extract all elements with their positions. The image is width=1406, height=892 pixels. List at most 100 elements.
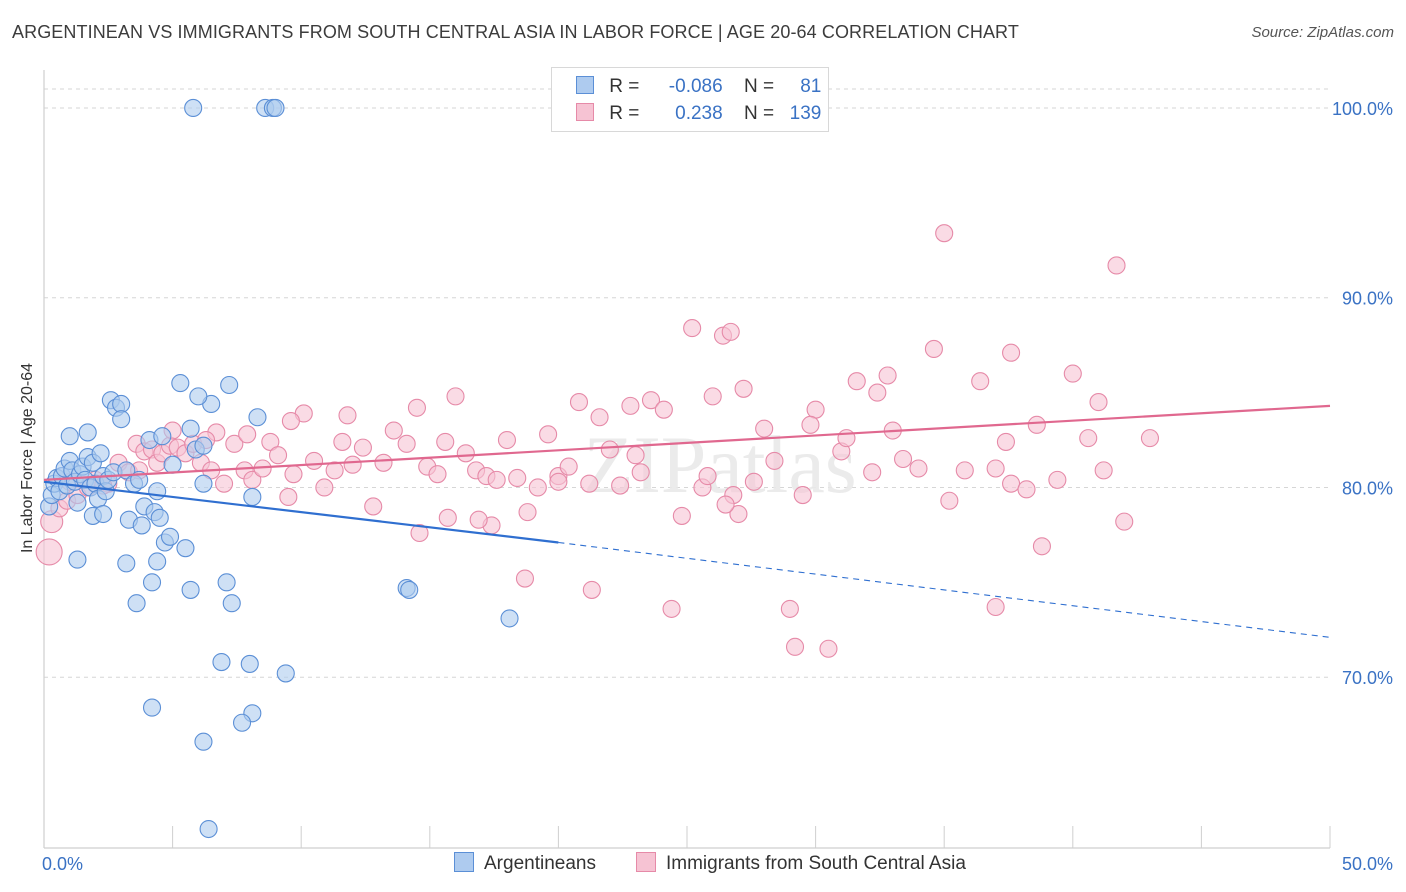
- immigrant-point: [559, 457, 578, 476]
- source-credit: Source: ZipAtlas.com: [1251, 24, 1394, 41]
- trend-line-argentineans: [43, 480, 559, 544]
- argentinean-point: [78, 423, 97, 442]
- argentinean-point: [153, 427, 172, 446]
- legend-row-argentineans: R = -0.086 N = 81: [576, 76, 821, 100]
- bottom-legend-argentineans: Argentineans: [454, 852, 596, 875]
- bottom-legend-label-pink: Immigrants from South Central Asia: [666, 853, 966, 874]
- immigrant-point: [935, 224, 954, 243]
- argentinean-point: [222, 594, 241, 613]
- immigrant-point: [343, 455, 362, 474]
- argentinean-point: [212, 652, 231, 672]
- immigrant-point: [641, 391, 661, 410]
- y-tick-label: 80.0%: [1342, 478, 1393, 498]
- argentinean-point: [112, 394, 131, 414]
- argentinean-point: [142, 698, 162, 717]
- immigrant-point: [1017, 480, 1036, 499]
- immigrant-point: [333, 432, 352, 451]
- immigrant-point: [397, 434, 416, 453]
- y-axis-label: In Labor Force | Age 20-64: [19, 362, 36, 554]
- argentinean-point: [243, 487, 262, 507]
- argentinean-point: [176, 539, 195, 558]
- immigrant-point: [611, 476, 630, 495]
- argentinean-point: [142, 573, 162, 592]
- immigrant-point: [456, 444, 475, 463]
- argentinean-point: [127, 594, 146, 613]
- argentinean-point: [240, 654, 259, 673]
- immigrant-point: [801, 415, 820, 434]
- argentinean-point: [232, 713, 252, 732]
- immigrant-point: [806, 400, 825, 419]
- immigrant-point: [528, 478, 547, 497]
- immigrant-point: [214, 474, 234, 493]
- immigrant-point: [765, 451, 784, 470]
- immigrant-point: [924, 339, 943, 358]
- immigrant-point: [955, 461, 974, 480]
- argentinean-point: [68, 550, 87, 569]
- legend-r-value: 0.238: [675, 103, 723, 124]
- immigrant-point: [305, 451, 324, 470]
- immigrant-point: [986, 459, 1005, 478]
- argentinean-point: [148, 552, 167, 571]
- immigrant-point: [878, 366, 897, 385]
- immigrant-point: [281, 411, 300, 431]
- argentinean-point: [148, 482, 167, 501]
- immigrant-point: [986, 597, 1005, 617]
- immigrant-point: [780, 599, 799, 618]
- immigrant-point: [785, 637, 805, 656]
- immigrant-point: [868, 383, 887, 402]
- x-tick-labels: 0.0% 50.0%: [42, 854, 1393, 874]
- argentinean-point: [220, 375, 239, 395]
- immigrant-point: [518, 503, 537, 522]
- immigrant-point: [279, 487, 298, 507]
- x-tick-label: 0.0%: [42, 854, 83, 874]
- argentinean-point: [163, 455, 182, 474]
- immigrant-point: [721, 322, 740, 341]
- argentinean-point: [500, 609, 519, 628]
- legend-n-label: N =: [743, 103, 775, 124]
- argentinean-point: [199, 819, 218, 839]
- bottom-legend-immigrants: Immigrants from South Central Asia: [636, 852, 966, 875]
- immigrant-point: [793, 486, 812, 505]
- argentinean-point: [276, 664, 295, 683]
- argentinean-point: [112, 410, 131, 429]
- immigrant-point: [35, 538, 63, 566]
- immigrant-point: [338, 406, 357, 425]
- stats-legend: R = -0.086 N = 81 R = 0.238 N = 139: [551, 67, 829, 132]
- immigrant-point: [407, 398, 426, 417]
- immigrant-point: [1140, 429, 1160, 448]
- immigrant-point: [446, 387, 465, 406]
- immigrant-point: [940, 491, 959, 510]
- immigrant-point: [590, 408, 609, 427]
- legend-r-label: R =: [609, 76, 640, 97]
- immigrant-point: [863, 463, 882, 482]
- bottom-legend-swatch-pink: [636, 852, 656, 872]
- immigrant-point: [539, 425, 558, 444]
- argentinean-point: [60, 427, 79, 446]
- argentinean-point: [194, 732, 213, 751]
- immigrant-point: [353, 438, 372, 457]
- series-argentineans-points: [40, 98, 519, 839]
- immigrant-point: [497, 430, 517, 450]
- immigrant-point: [734, 379, 753, 398]
- legend-swatch-blue: [576, 76, 594, 94]
- argentinean-point: [181, 419, 200, 438]
- legend-n-label: N =: [743, 76, 775, 97]
- immigrant-point: [1079, 429, 1098, 448]
- immigrant-point: [819, 639, 838, 658]
- immigrant-point: [909, 459, 928, 478]
- immigrant-point: [410, 523, 429, 543]
- argentinean-point: [248, 408, 267, 427]
- immigrant-point: [582, 580, 601, 599]
- immigrant-point: [225, 434, 244, 453]
- argentinean-point: [150, 508, 169, 527]
- immigrant-point: [374, 453, 393, 472]
- immigrant-point: [996, 432, 1015, 451]
- immigrant-point: [261, 432, 280, 451]
- legend-row-immigrants: R = 0.238 N = 139: [576, 103, 821, 127]
- y-tick-labels: 70.0% 80.0% 90.0% 100.0%: [1332, 99, 1393, 688]
- immigrant-point: [269, 446, 288, 465]
- immigrant-point: [729, 504, 748, 524]
- bottom-legend-swatch-blue: [454, 852, 474, 872]
- immigrant-point: [1094, 461, 1113, 480]
- immigrant-point: [1032, 537, 1051, 556]
